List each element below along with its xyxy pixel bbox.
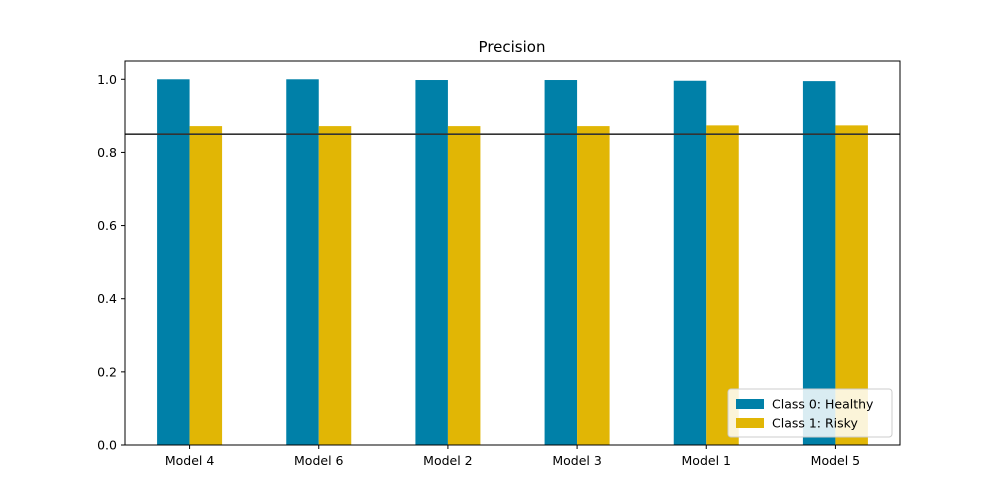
bar-class0-model-3: [544, 80, 578, 445]
bar-class1-model-2: [447, 126, 481, 446]
y-tick-label: 0.4: [97, 291, 117, 306]
legend-box: [727, 388, 893, 438]
x-axis: Model 4 Model 6 Model 2 Model 3 Model 1 Model…: [165, 445, 860, 468]
y-tick-label: 0.0: [97, 438, 117, 453]
y-tick-label: 1.0: [97, 72, 117, 87]
bar-class1-model-4: [189, 126, 223, 446]
x-tick-label: Model 6: [294, 453, 344, 468]
legend: Class 0: Healthy Class 1: Risky: [727, 388, 893, 438]
x-tick-label: Model 2: [423, 453, 472, 468]
legend-label: Class 0: Healthy: [772, 397, 874, 412]
y-axis: 0.0 0.2 0.4 0.6 0.8 1.0: [97, 72, 125, 453]
legend-label: Class 1: Risky: [772, 416, 858, 431]
x-tick-label: Model 3: [552, 453, 601, 468]
y-tick-label: 0.6: [97, 218, 117, 233]
bar-class0-model-6: [286, 79, 319, 446]
plot-frame: [124, 60, 901, 446]
chart-title: Precision: [479, 38, 546, 56]
bar-class0-model-2: [415, 80, 448, 445]
bars-group: [157, 79, 868, 446]
bar-class0-model-5: [802, 81, 836, 445]
x-tick-label: Model 1: [682, 453, 731, 468]
bar-class1-model-6: [318, 126, 352, 446]
y-tick-label: 0.2: [97, 364, 117, 379]
bar-class1-model-3: [577, 126, 610, 446]
bar-class0-model-4: [157, 79, 190, 446]
y-tick-label: 0.8: [97, 145, 117, 160]
bar-class0-model-1: [673, 80, 707, 446]
x-tick-label: Model 5: [811, 453, 860, 468]
x-tick-label: Model 4: [165, 453, 215, 468]
legend-swatch: [736, 418, 764, 428]
legend-swatch: [736, 399, 764, 409]
